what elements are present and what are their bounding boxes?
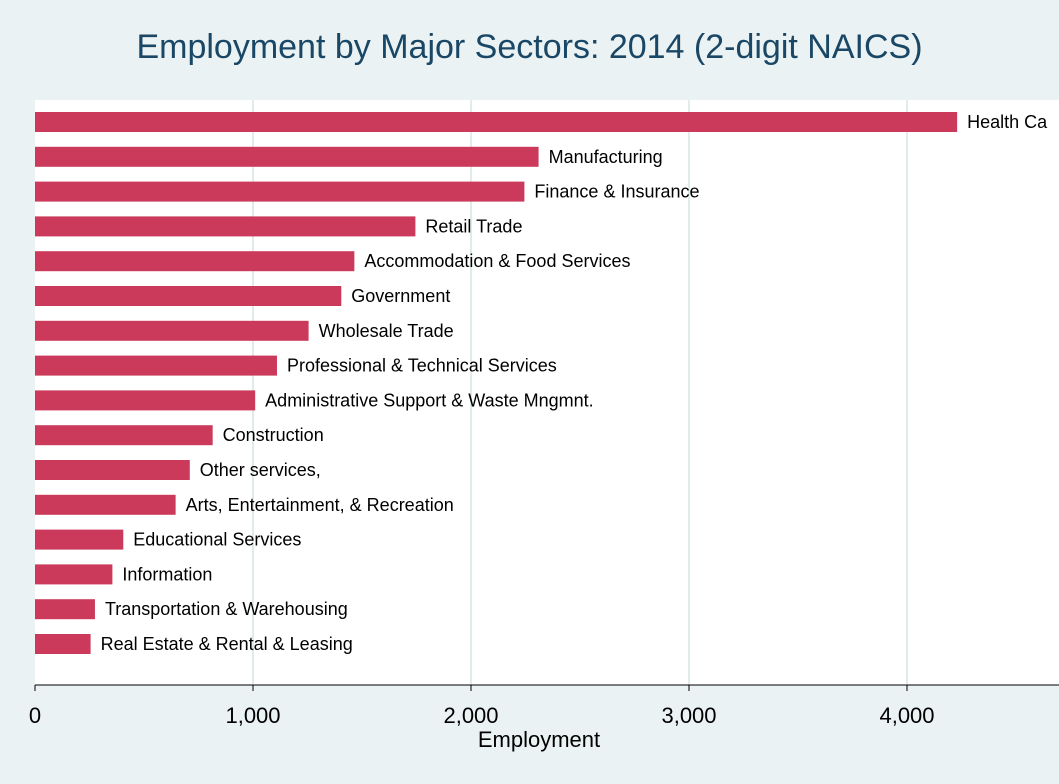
bar <box>35 564 113 585</box>
bar-labels: Health Ca Manufacturing Finance & Insuranc… <box>101 112 1049 654</box>
bar <box>35 181 525 202</box>
bar-label: Educational Services <box>133 530 301 550</box>
x-tick-label: 2,000 <box>443 703 498 728</box>
bar <box>35 599 95 620</box>
bar <box>35 425 213 446</box>
bar-label: Transportation & Warehousing <box>105 599 348 619</box>
bar-label: Manufacturing <box>549 147 663 167</box>
bar-label: Arts, Entertainment, & Recreation <box>186 495 454 515</box>
bar-label: Administrative Support & Waste Mngmnt. <box>265 390 593 410</box>
bar <box>35 286 342 306</box>
bar-label: Information <box>122 564 212 584</box>
bar-label: Construction <box>223 425 324 445</box>
bar <box>35 216 416 237</box>
bar <box>35 112 958 132</box>
x-tick-label: 4,000 <box>879 703 934 728</box>
bar <box>35 460 190 480</box>
bar <box>35 390 256 411</box>
chart-title: Employment by Major Sectors: 2014 (2-dig… <box>136 28 923 66</box>
bar-label: Health Ca <box>967 112 1048 132</box>
bar <box>35 494 176 515</box>
bar-label: Accommodation & Food Services <box>364 251 630 271</box>
x-axis-ticks: 0 1,000 2,000 3,000 4,000 <box>29 685 935 728</box>
bar-label: Professional & Technical Services <box>287 356 557 376</box>
bar <box>35 634 91 654</box>
bar <box>35 251 355 272</box>
bar <box>35 529 124 550</box>
bar <box>35 320 309 341</box>
bar-label: Wholesale Trade <box>319 321 454 341</box>
bar-label: Other services, <box>200 460 321 480</box>
bar-label: Finance & Insurance <box>534 182 699 202</box>
bar-label: Retail Trade <box>425 216 522 236</box>
bar <box>35 355 277 376</box>
x-tick-label: 1,000 <box>225 703 280 728</box>
x-axis-title: Employment <box>477 727 601 752</box>
bar-label: Real Estate & Rental & Leasing <box>101 634 353 654</box>
bar-label: Government <box>351 286 450 306</box>
x-tick-label: 0 <box>29 703 41 728</box>
bar <box>35 146 539 167</box>
x-tick-label: 3,000 <box>661 703 716 728</box>
bars <box>35 112 958 654</box>
